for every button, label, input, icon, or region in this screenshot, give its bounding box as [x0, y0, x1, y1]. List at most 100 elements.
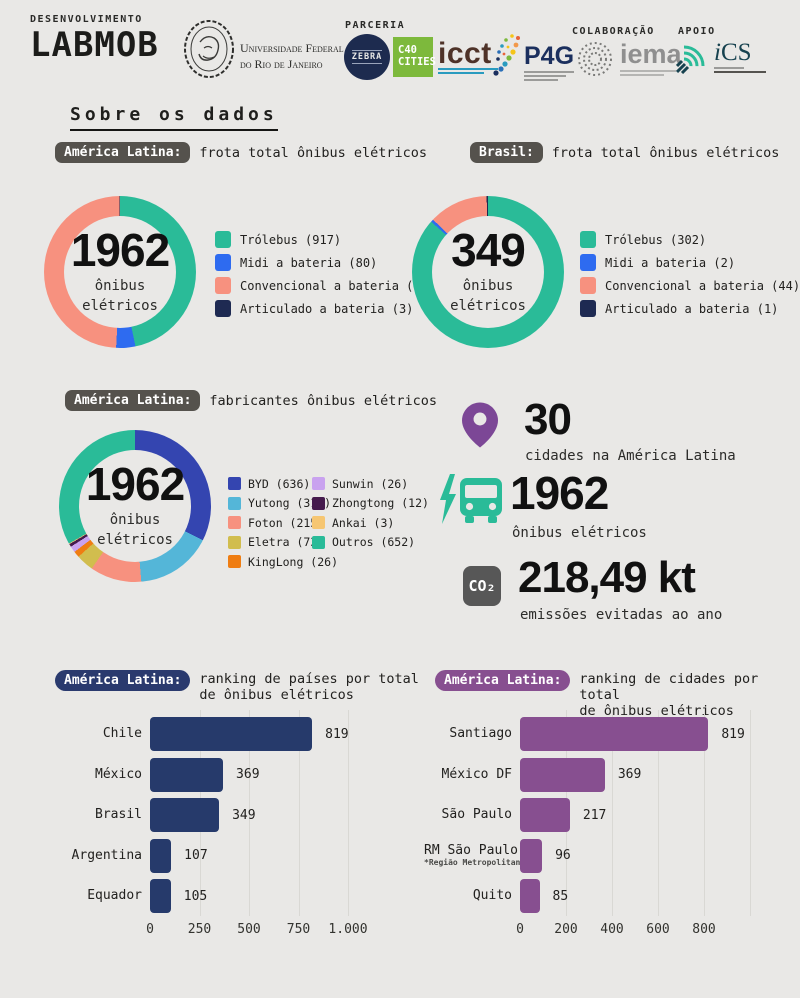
- bar-row: Chile 819: [60, 714, 390, 755]
- bar: [520, 717, 709, 752]
- bar-value-label: 369: [617, 767, 642, 783]
- bar-category-label: Quito: [472, 888, 512, 904]
- legend-swatch: [228, 516, 241, 530]
- gridline: [348, 710, 349, 916]
- zebra-logo: ZEBRA: [344, 34, 390, 80]
- gridline: [658, 710, 659, 916]
- legend-item: Eletra (73): [228, 533, 338, 553]
- legend-item: KingLong (26): [228, 552, 338, 572]
- fleet-latam-header: América Latina: frota total ônibus elétr…: [55, 142, 427, 163]
- ufrj-name: Universidade Federal do Rio de Janeiro: [240, 40, 344, 72]
- fleet-brasil-legend: Trólebus (302) Midi a bateria (2) Convenci…: [580, 228, 800, 320]
- bar-row: México 369: [60, 755, 390, 796]
- ranking-countries-title: ranking de países por total de ônibus el…: [199, 670, 418, 703]
- legend-swatch: [312, 477, 325, 491]
- bar-category-label: México: [95, 766, 142, 782]
- ics-waves-icon: [663, 38, 712, 87]
- apoio-label: APOIO: [678, 26, 716, 37]
- c40-cities-logo: C40 CITIES: [393, 37, 436, 77]
- bar: [150, 838, 172, 873]
- legend-label: BYD (636): [248, 476, 311, 491]
- legend-swatch: [312, 516, 325, 530]
- legend-swatch: [580, 277, 596, 294]
- bar-row: Equador 105: [60, 876, 390, 917]
- manufacturers-legend-col2: Sunwin (26) Zhongtong (12) Ankai (3) Outros…: [312, 474, 429, 552]
- legend-swatch: [215, 277, 231, 294]
- manufacturers-legend-col1: BYD (636) Yutong (319) Foton (215) Eletra (…: [228, 474, 338, 572]
- legend-item: Trólebus (302): [580, 228, 800, 251]
- bar: [150, 757, 224, 792]
- bar-row: São Paulo 217: [424, 795, 774, 836]
- legend-item: Foton (215): [228, 513, 338, 533]
- x-axis-tick: 0: [146, 922, 154, 937]
- bar-category-label: Chile: [102, 726, 142, 742]
- bar: [520, 798, 570, 833]
- ranking-countries-title-line2: de ônibus elétricos: [199, 687, 354, 704]
- fleet-latam-total-label: ônibus elétricos: [82, 278, 158, 314]
- colaboracao-label: COLABORAÇÃO: [572, 26, 655, 37]
- stat-emissions-value: 218,49 kt: [518, 553, 696, 602]
- bar-value-label: 819: [721, 726, 745, 742]
- legend-label: Foton (215): [248, 515, 325, 530]
- legend-label: KingLong (26): [248, 554, 339, 569]
- bar: [520, 879, 540, 914]
- fleet-latam-donut-center: 1962 ônibus elétricos: [64, 216, 176, 328]
- labmob-logo: LABMOB: [30, 25, 159, 65]
- gridline: [704, 710, 705, 916]
- ics-logo-cs: CS: [720, 39, 752, 66]
- x-axis-tick: 250: [187, 922, 212, 937]
- bar-value-label: 96: [555, 848, 571, 864]
- fleet-latam-donut-chart: 1962 ônibus elétricos: [44, 196, 196, 348]
- stat-cities-value: 30: [524, 395, 572, 444]
- bar-category-footnote: *Região Metropolitana: [424, 857, 526, 867]
- bar-category-label: Santiago: [449, 726, 512, 742]
- co2-icon: CO₂: [463, 566, 501, 606]
- manufacturers-donut-center: 1962 ônibus elétricos: [79, 450, 191, 562]
- bar-category-label: Brasil: [95, 807, 142, 823]
- manufacturers-total: 1962: [85, 458, 185, 511]
- bar-value-label: 819: [325, 726, 349, 742]
- p4g-logo: P4G: [524, 44, 574, 81]
- legend-swatch: [215, 231, 231, 248]
- bar-value-label: 107: [184, 848, 208, 864]
- fleet-latam-total: 1962: [70, 224, 170, 277]
- bar: [520, 838, 543, 873]
- bar-rows: Chile 819 México 369 Brasil 349 Argentina 107 Eq…: [60, 714, 390, 917]
- bar-category-label: São Paulo: [441, 807, 512, 823]
- stat-cities-label: cidades na América Latina: [525, 448, 736, 464]
- ufrj-seal-icon: [182, 18, 236, 84]
- legend-swatch: [580, 231, 596, 248]
- ranking-cities-title-line2: de ônibus elétricos: [579, 703, 734, 720]
- manufacturers-title: fabricantes ônibus elétricos: [209, 393, 437, 409]
- ranking-countries-header: América Latina: ranking de países por to…: [55, 670, 419, 703]
- gridline: [612, 710, 613, 916]
- bar-row: México DF 369: [424, 755, 774, 796]
- bar: [150, 798, 220, 833]
- ics-logo-text: iCS: [714, 40, 766, 65]
- stat-buses-label: ônibus elétricos: [512, 525, 647, 541]
- legend-label: Midi a bateria (80): [240, 255, 378, 270]
- bar-row: Quito 85: [424, 876, 774, 917]
- legend-item: Sunwin (26): [312, 474, 429, 494]
- legend-item: Zhongtong (12): [312, 494, 429, 514]
- manufacturers-header: América Latina: fabricantes ônibus elétr…: [65, 390, 437, 411]
- iema-tagline: [620, 70, 676, 76]
- zebra-logo-text: ZEBRA: [351, 50, 383, 64]
- fleet-brasil-donut-chart: 349 ônibus elétricos: [412, 196, 564, 348]
- x-axis-tick: 800: [692, 922, 716, 937]
- ufrj-name-line2: do Rio de Janeiro: [240, 57, 323, 72]
- x-axis-tick: 500: [237, 922, 261, 937]
- fleet-brasil-total-label: ônibus elétricos: [450, 278, 526, 314]
- legend-swatch: [580, 300, 596, 317]
- gridline: [249, 710, 250, 916]
- bar-row: RM São Paulo *Região Metropolitana 96: [424, 836, 774, 877]
- manufacturers-total-label: ônibus elétricos: [97, 512, 173, 548]
- bar: [150, 879, 171, 914]
- legend-item: Midi a bateria (80): [215, 251, 442, 274]
- c40-logo-line2: CITIES: [398, 56, 436, 68]
- legend-item: Yutong (319): [228, 494, 338, 514]
- iema-spiral-icon: [574, 38, 616, 84]
- manufacturers-badge: América Latina:: [65, 390, 201, 411]
- bar-value-label: 85: [552, 888, 569, 904]
